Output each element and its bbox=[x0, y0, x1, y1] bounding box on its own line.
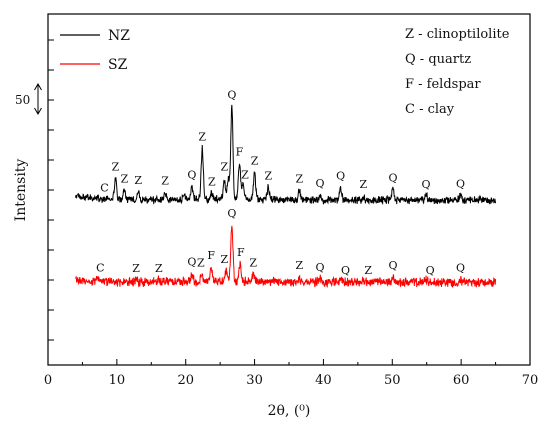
peak-label-nz: Z bbox=[161, 174, 169, 187]
peak-label-nz: F bbox=[236, 146, 244, 159]
peak-label-nz: Q bbox=[422, 178, 431, 191]
peak-label-sz: F bbox=[237, 246, 245, 259]
intensity-scale-bar: 50 bbox=[15, 83, 42, 115]
peak-label-sz: C bbox=[96, 261, 104, 274]
ticks-layer: 0 10 20 30 40 50 60 70 bbox=[44, 39, 539, 388]
peak-label-nz: Q bbox=[187, 168, 196, 181]
x-tick-label: 60 bbox=[453, 373, 470, 388]
peak-label-sz: Q bbox=[456, 261, 465, 274]
peak-label-nz: Q bbox=[388, 171, 397, 184]
peak-label-nz: Q bbox=[315, 177, 324, 190]
x-tick-label: 30 bbox=[246, 373, 263, 388]
peak-label-sz: Q bbox=[426, 264, 435, 277]
key-item-quartz: Q - quartz bbox=[405, 52, 471, 67]
peak-label-nz: Z bbox=[112, 161, 120, 174]
legend-label-nz: NZ bbox=[108, 28, 130, 44]
plot-frame bbox=[47, 13, 531, 366]
peak-label-nz: Q bbox=[336, 170, 345, 183]
peak-label-nz: Z bbox=[198, 131, 206, 144]
scale-bar-arrow-up bbox=[34, 83, 42, 91]
peak-label-nz: Z bbox=[134, 174, 142, 187]
x-tick-label: 20 bbox=[177, 373, 194, 388]
peak-label-nz: Z bbox=[265, 170, 273, 183]
peak-label-nz: Z bbox=[296, 173, 304, 186]
peak-label-nz: Z bbox=[208, 176, 216, 189]
peak-label-sz: Z bbox=[220, 253, 228, 266]
key-item-clay: C - clay bbox=[405, 102, 455, 117]
key-item-feldspar: F - feldspar bbox=[405, 77, 481, 92]
series-line-nz bbox=[75, 104, 497, 206]
scale-bar-label: 50 bbox=[15, 93, 30, 107]
peak-label-sz: Q bbox=[187, 255, 196, 268]
scale-bar-arrow-down bbox=[34, 107, 42, 115]
peak-label-sz: F bbox=[207, 249, 215, 262]
key-item-clinoptilolite: Z - clinoptilolite bbox=[405, 27, 510, 42]
peak-label-nz: Z bbox=[251, 155, 259, 168]
y-axis-label: Intensity bbox=[13, 159, 29, 222]
peak-label-nz: Z bbox=[360, 178, 368, 191]
x-tick-label: 70 bbox=[522, 373, 539, 388]
peak-label-nz: Z bbox=[241, 168, 249, 181]
x-tick-label: 40 bbox=[315, 373, 332, 388]
peak-label-sz: Q bbox=[227, 207, 236, 220]
peak-label-sz: Q bbox=[388, 259, 397, 272]
series-line-sz bbox=[75, 225, 497, 288]
peak-label-sz: Q bbox=[315, 261, 324, 274]
peak-label-sz: Z bbox=[296, 259, 304, 272]
series-layer bbox=[75, 104, 497, 288]
x-tick-label: 50 bbox=[384, 373, 401, 388]
peak-label-nz: Z bbox=[121, 173, 129, 186]
peak-label-sz: Z bbox=[249, 257, 257, 270]
x-tick-label: 0 bbox=[44, 373, 52, 388]
legend-label-sz: SZ bbox=[108, 57, 128, 73]
peak-label-nz: Z bbox=[220, 161, 228, 174]
x-axis-label: 2θ, (⁰) bbox=[268, 403, 311, 419]
peak-label-nz: C bbox=[100, 182, 108, 195]
peak-label-sz: Z bbox=[155, 262, 163, 275]
legend: NZ SZ bbox=[60, 28, 130, 73]
peak-label-sz: Q bbox=[341, 264, 350, 277]
peak-label-nz: Q bbox=[227, 89, 236, 102]
peak-label-sz: Z bbox=[132, 262, 140, 275]
peak-label-sz: Z bbox=[197, 257, 205, 270]
x-tick-label: 10 bbox=[109, 373, 126, 388]
peak-label-nz: Q bbox=[456, 177, 465, 190]
phase-key: Z - clinoptilolite Q - quartz F - feldsp… bbox=[405, 27, 510, 117]
peak-label-sz: Z bbox=[364, 264, 372, 277]
